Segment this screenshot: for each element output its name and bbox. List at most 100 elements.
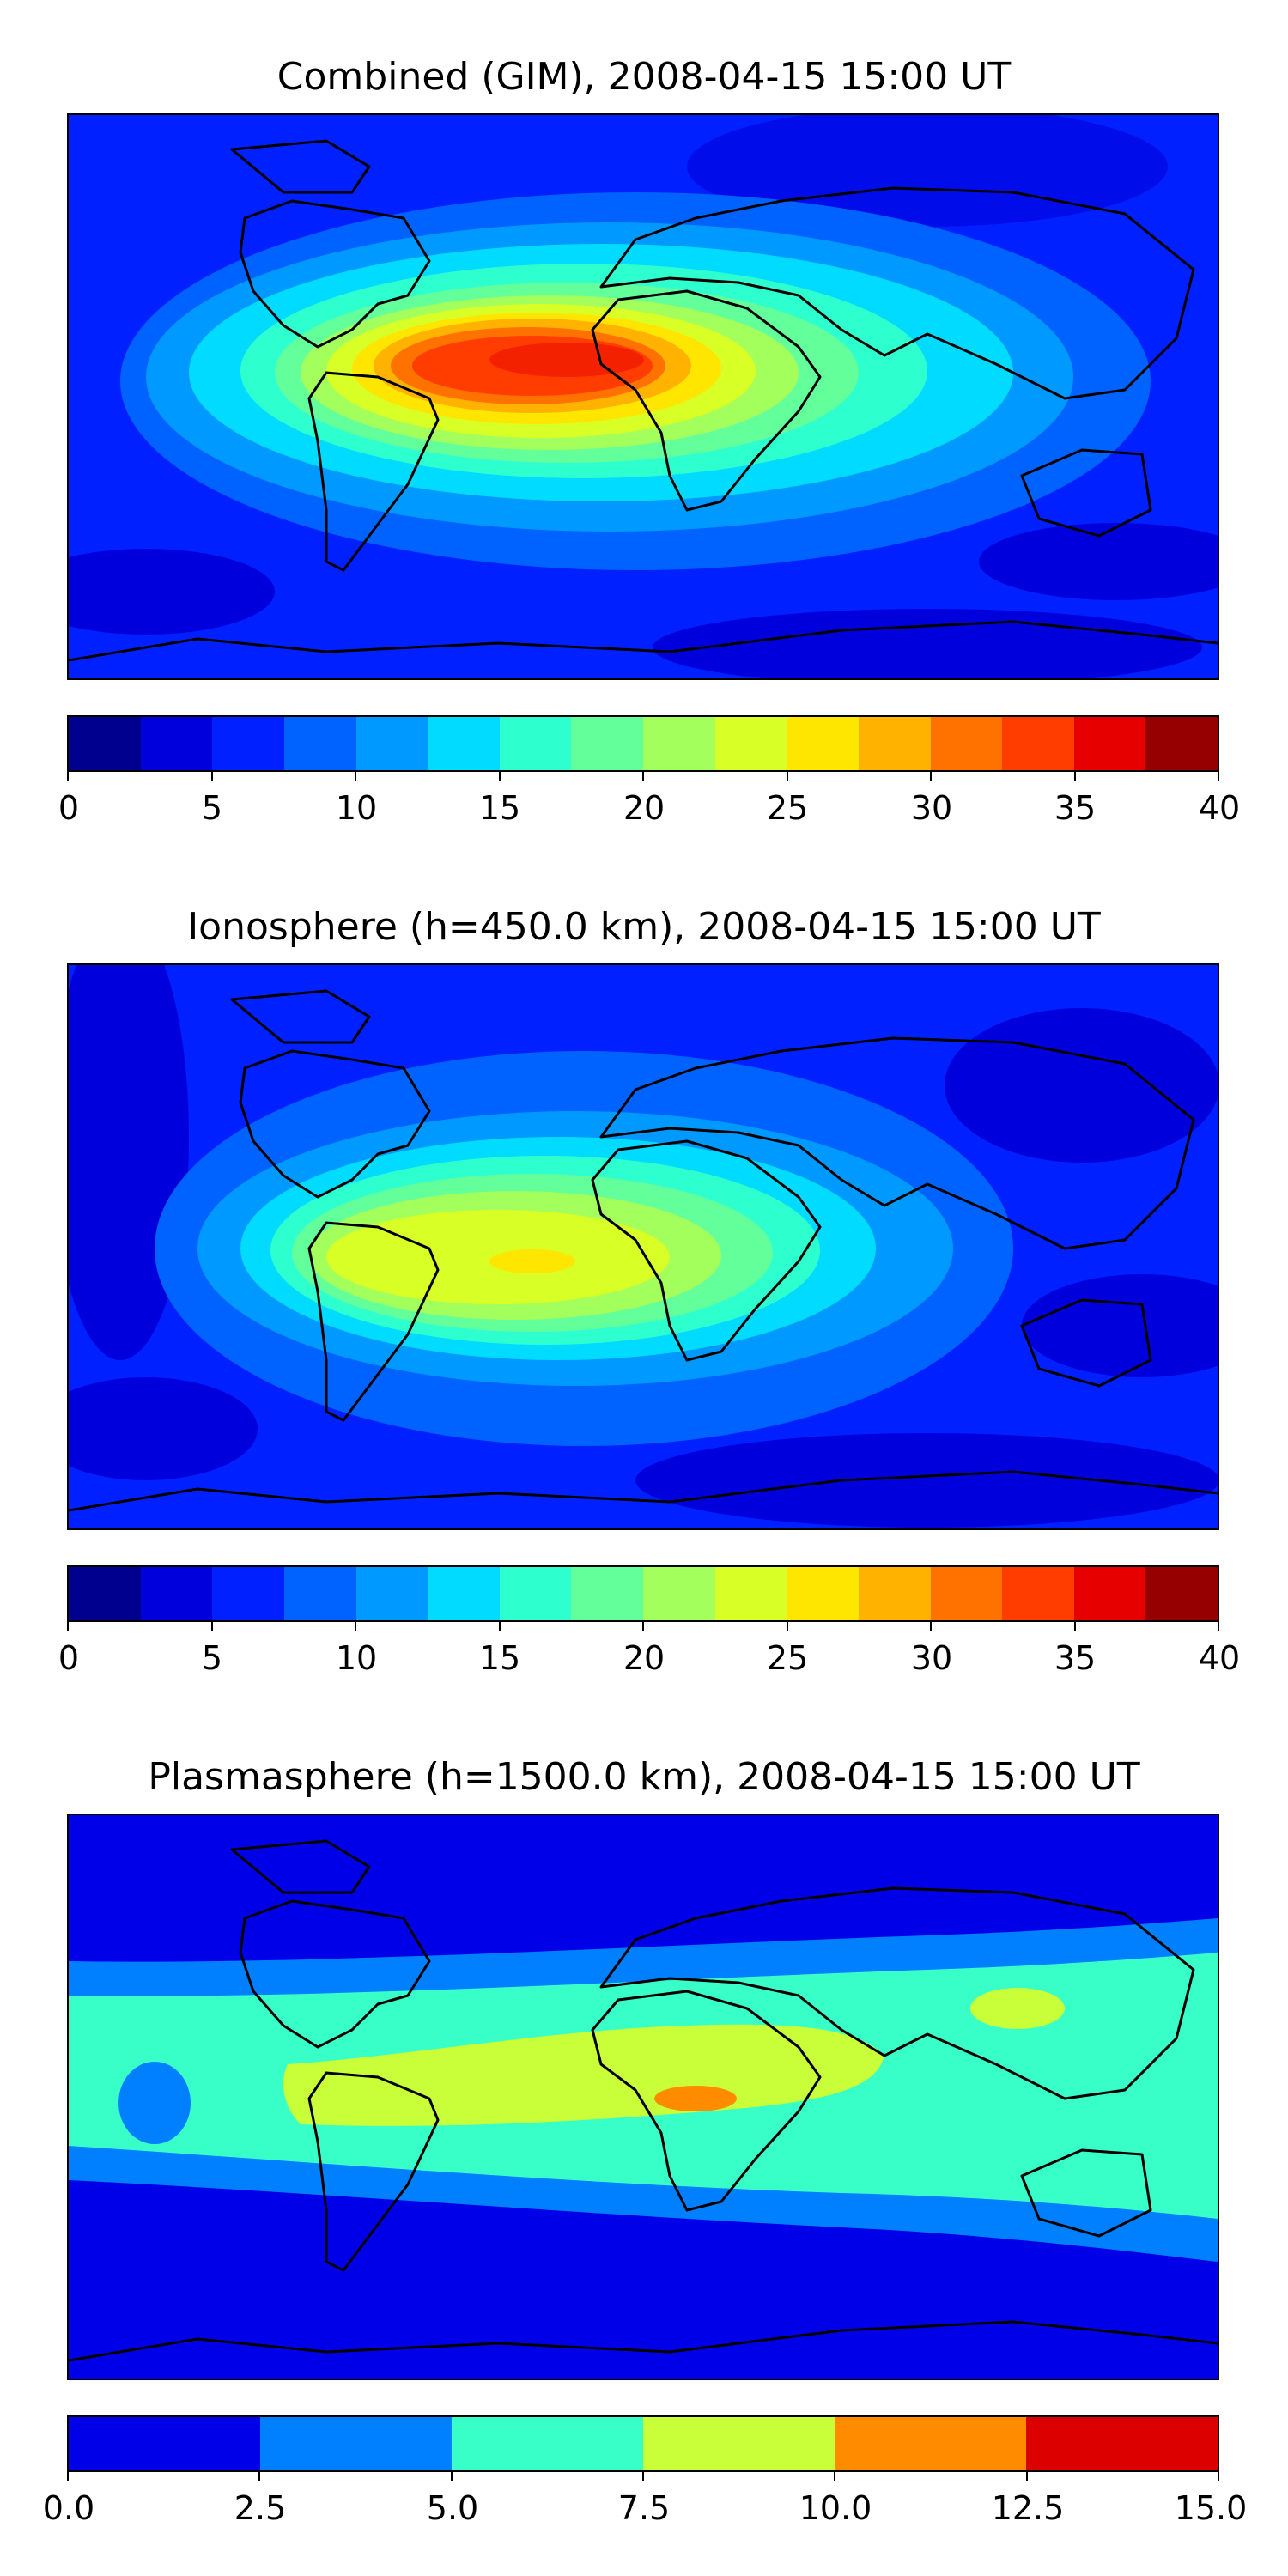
- tec-contour-ionosphere: [69, 965, 1218, 1528]
- tick-label: 40: [1198, 1639, 1241, 1677]
- colorbar-segment: [714, 717, 787, 770]
- colorbar-segment: [930, 1567, 1003, 1620]
- colorbar-tick: [642, 1622, 644, 1631]
- colorbar-segment: [1073, 1567, 1146, 1620]
- tick-label: 30: [910, 789, 953, 827]
- colorbar-segment: [355, 717, 428, 770]
- colorbar-tick: [1073, 1622, 1076, 1631]
- colorbar-segment: [428, 1567, 500, 1620]
- tick-label: 5: [201, 1639, 223, 1677]
- colorbar-tick: [210, 772, 213, 781]
- colorbar-segment: [283, 1567, 356, 1620]
- colorbar-segment: [1145, 717, 1218, 770]
- colorbar-tick: [355, 772, 356, 781]
- colorbar-tick: [930, 772, 932, 781]
- colorbar-segment: [858, 1567, 931, 1620]
- tec-map-combined: [67, 113, 1219, 680]
- colorbar-segment: [643, 2417, 835, 2470]
- tick-label: 15.0: [1174, 2489, 1248, 2527]
- colorbar-segment: [140, 717, 213, 770]
- colorbar-segment: [355, 1567, 428, 1620]
- colorbar-segment: [858, 717, 931, 770]
- tick-label: 10: [335, 1639, 378, 1677]
- colorbar-segment: [1026, 2417, 1218, 2470]
- colorbar-segment: [1073, 717, 1146, 770]
- tick-label: 0: [58, 789, 80, 827]
- tick-label: 25: [766, 789, 809, 827]
- colorbar-tick: [834, 2472, 836, 2481]
- colorbar-tick: [786, 772, 788, 781]
- colorbar-segment: [1002, 1567, 1074, 1620]
- tick-label: 7.5: [617, 2489, 671, 2527]
- colorbar-segment: [499, 1567, 572, 1620]
- colorbar-segment: [787, 717, 859, 770]
- colorbar-segment: [571, 717, 643, 770]
- colorbar-tick: [355, 1622, 356, 1631]
- colorbar-tick: [642, 2472, 644, 2481]
- tick-label: 5: [201, 789, 223, 827]
- colorbar-tick: [498, 1622, 501, 1631]
- colorbar-tick: [67, 1622, 69, 1631]
- tick-label: 20: [623, 789, 665, 827]
- tick-label: 10.0: [799, 2489, 872, 2527]
- tick-label: 12.5: [991, 2489, 1065, 2527]
- colorbar-segment: [1145, 1567, 1218, 1620]
- colorbar-tick: [498, 772, 501, 781]
- panel-title-plasmasphere: Plasmasphere (h=1500.0 km), 2008-04-15 1…: [148, 1755, 1140, 1799]
- tick-label: 35: [1054, 789, 1097, 827]
- colorbar-segment: [452, 2417, 643, 2470]
- colorbar-segment: [714, 1567, 787, 1620]
- colorbar-segment: [69, 2417, 260, 2470]
- colorbar-segment: [69, 1567, 141, 1620]
- panel-title-combined: Combined (GIM), 2008-04-15 15:00 UT: [276, 55, 1012, 99]
- colorbar-tick: [1218, 772, 1219, 781]
- colorbar-tick: [930, 1622, 932, 1631]
- colorbar-ionosphere: [67, 1565, 1219, 1622]
- colorbar-combined: [67, 715, 1219, 772]
- tick-label: 10: [335, 789, 378, 827]
- colorbar-tick: [786, 1622, 788, 1631]
- tick-label: 20: [623, 1639, 665, 1677]
- tick-label: 2.5: [234, 2489, 287, 2527]
- colorbar-segment: [787, 1567, 859, 1620]
- tec-map-plasmasphere: [67, 1814, 1219, 2380]
- colorbar-segment: [571, 1567, 643, 1620]
- tick-label: 15: [478, 789, 521, 827]
- panel-title-ionosphere: Ionosphere (h=450.0 km), 2008-04-15 15:0…: [187, 905, 1101, 949]
- colorbar-tick: [1025, 2472, 1028, 2481]
- tick-label: 0.0: [42, 2489, 95, 2527]
- colorbar-segment: [69, 717, 141, 770]
- colorbar-segment: [428, 717, 500, 770]
- tec-contour-combined: [69, 115, 1218, 678]
- colorbar-segment: [643, 1567, 715, 1620]
- colorbar-segment: [499, 717, 572, 770]
- colorbar-segment: [140, 1567, 213, 1620]
- colorbar-segment: [643, 717, 715, 770]
- colorbar-tick: [67, 2472, 69, 2481]
- colorbar-tick: [67, 772, 69, 781]
- tec-map-ionosphere: [67, 963, 1219, 1530]
- colorbar-tick: [1218, 1622, 1219, 1631]
- colorbar-segment: [930, 717, 1003, 770]
- colorbar-segment: [212, 717, 284, 770]
- colorbar-tick: [1073, 772, 1076, 781]
- tec-contour-plasmasphere: [69, 1815, 1218, 2379]
- tick-label: 5.0: [426, 2489, 479, 2527]
- colorbar-segment: [1002, 717, 1074, 770]
- tick-label: 25: [766, 1639, 809, 1677]
- colorbar-tick: [1218, 2472, 1219, 2481]
- colorbar-tick: [210, 1622, 213, 1631]
- colorbar-tick: [450, 2472, 453, 2481]
- colorbar-segment: [283, 717, 356, 770]
- tick-label: 40: [1198, 789, 1241, 827]
- tick-label: 30: [910, 1639, 953, 1677]
- colorbar-segment: [260, 2417, 452, 2470]
- colorbar-tick: [258, 2472, 261, 2481]
- tick-label: 0: [58, 1639, 80, 1677]
- colorbar-segment: [835, 2417, 1026, 2470]
- tick-label: 15: [478, 1639, 521, 1677]
- colorbar-tick: [642, 772, 644, 781]
- tick-label: 35: [1054, 1639, 1097, 1677]
- colorbar-plasmasphere: [67, 2415, 1219, 2472]
- colorbar-segment: [212, 1567, 284, 1620]
